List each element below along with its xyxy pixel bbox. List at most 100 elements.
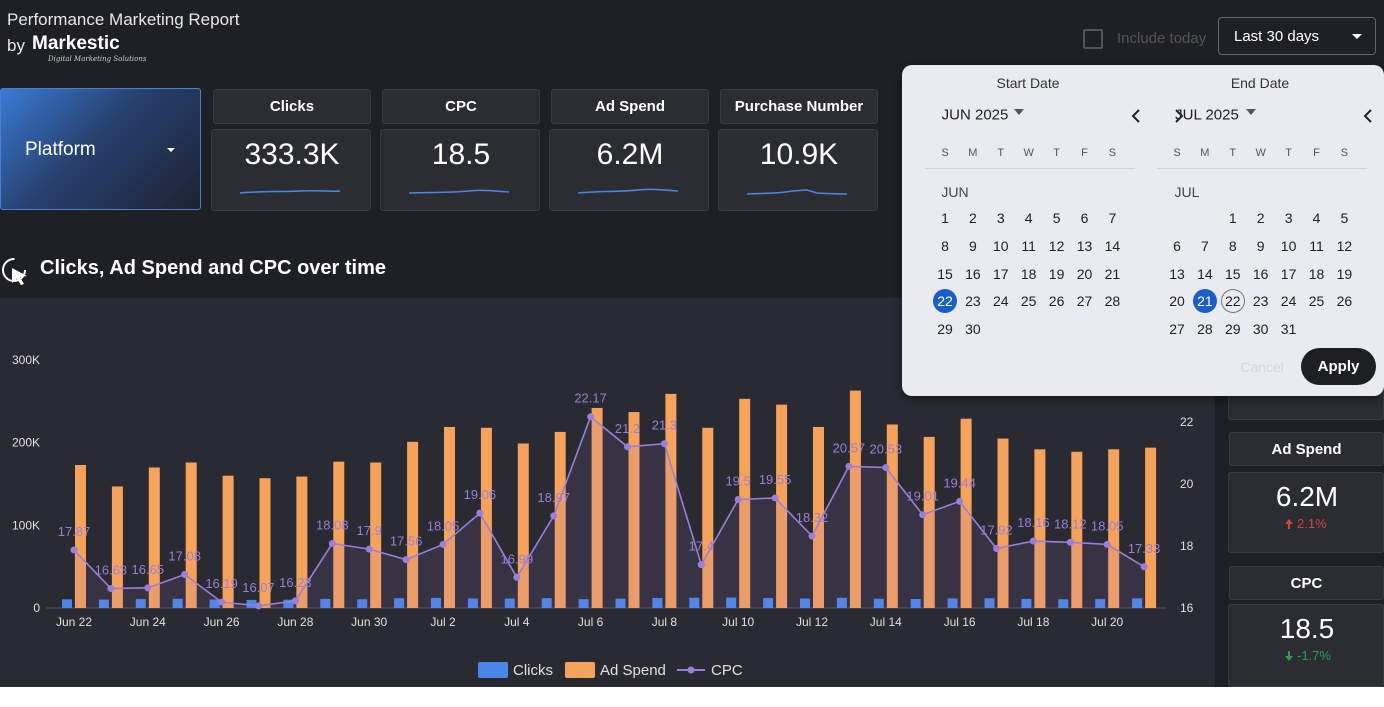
day[interactable]: 17	[1280, 265, 1297, 282]
month-nav[interactable]	[1245, 106, 1384, 126]
day[interactable]: 11	[1021, 237, 1036, 254]
x-tick-label: Jul 12	[796, 615, 828, 629]
day[interactable]: 17	[993, 265, 1009, 282]
day[interactable]: 26	[1048, 293, 1065, 310]
day[interactable]: 20	[1169, 293, 1185, 310]
day[interactable]: 10	[1280, 237, 1297, 254]
x-tick-label: Jun 28	[277, 615, 313, 629]
checkbox[interactable]	[1083, 29, 1103, 49]
cpc-point	[882, 464, 890, 472]
day[interactable]: 12	[1336, 237, 1353, 254]
day[interactable]: 21	[1104, 265, 1121, 282]
day[interactable]: 29	[1225, 321, 1241, 338]
day[interactable]: 15	[937, 265, 953, 282]
day[interactable]: 27	[1076, 293, 1093, 310]
x-tick-label: Jul 20	[1091, 615, 1123, 629]
day[interactable]: 23	[1252, 293, 1269, 310]
day[interactable]: 4	[1312, 210, 1321, 226]
bar	[1021, 598, 1032, 608]
bar	[135, 599, 146, 608]
day[interactable]: 13	[1169, 265, 1185, 282]
day[interactable]: 5	[1052, 210, 1061, 226]
day[interactable]: 21	[1197, 293, 1213, 310]
day[interactable]: 22	[937, 293, 953, 310]
day[interactable]: 18	[1020, 265, 1037, 282]
day[interactable]: 3	[1284, 210, 1293, 226]
day[interactable]: 28	[1104, 293, 1121, 310]
day[interactable]: 19	[1336, 265, 1353, 282]
day[interactable]: 22	[1225, 293, 1241, 310]
day[interactable]: 10	[993, 237, 1009, 254]
apply-button[interactable]: Apply	[1301, 348, 1376, 385]
day[interactable]: 31	[1280, 321, 1297, 338]
day[interactable]: 7	[1200, 237, 1209, 254]
day[interactable]: 8	[1228, 237, 1237, 254]
day[interactable]: 6	[1173, 237, 1181, 254]
month-nav[interactable]	[1013, 106, 1313, 126]
day[interactable]: 28	[1197, 321, 1213, 338]
cpc-point	[476, 509, 484, 517]
day[interactable]: 20	[1076, 265, 1093, 282]
day[interactable]: 8	[941, 237, 949, 254]
day[interactable]: 1	[1228, 210, 1237, 226]
day[interactable]: 27	[1169, 321, 1185, 338]
day[interactable]: 5	[1340, 210, 1349, 226]
day[interactable]: 16	[965, 265, 981, 282]
y-tick-label: 300K	[12, 353, 40, 367]
day[interactable]: 14	[1104, 237, 1121, 254]
day[interactable]: 25	[1020, 293, 1037, 310]
day[interactable]: 6	[1080, 210, 1089, 226]
day[interactable]: 26	[1336, 293, 1353, 310]
day[interactable]: 30	[965, 321, 981, 338]
month-select[interactable]: JUN 2025	[941, 106, 1009, 124]
include-today[interactable]: Include today	[1117, 30, 1207, 47]
data-label: 16.63	[95, 562, 128, 577]
date-range-dropdown[interactable]: Last 30 days	[1218, 17, 1376, 55]
day[interactable]: 11	[1309, 237, 1324, 254]
weekday: F	[1313, 147, 1320, 159]
bar	[984, 598, 995, 608]
bar	[997, 438, 1009, 608]
x-tick-label: Jul 16	[944, 615, 976, 629]
weekday: S	[1340, 147, 1349, 159]
day[interactable]: 13	[1076, 237, 1093, 254]
day[interactable]: 2	[968, 210, 977, 226]
bar	[726, 597, 737, 608]
cpc-point	[1066, 538, 1074, 546]
cancel-button[interactable]: Cancel	[1240, 359, 1284, 375]
y-tick-label: 0	[33, 601, 40, 615]
day[interactable]: 29	[937, 321, 953, 338]
day[interactable]: 16	[1252, 265, 1269, 282]
cpc-point	[402, 556, 410, 564]
bar	[665, 393, 677, 608]
day[interactable]: 14	[1197, 265, 1213, 282]
cpc-point	[845, 462, 853, 470]
month-select[interactable]: JUL 2025	[1175, 106, 1239, 124]
separator	[1157, 168, 1367, 169]
kpi-label: Ad Spend	[595, 98, 665, 115]
day[interactable]: 7	[1108, 210, 1117, 226]
day[interactable]: 9	[968, 237, 977, 254]
day[interactable]: 2	[1256, 210, 1265, 226]
bar	[652, 597, 663, 608]
kpi-value: 18.5	[431, 138, 491, 171]
day[interactable]: 24	[1280, 293, 1297, 310]
day[interactable]: 3	[996, 210, 1005, 226]
day[interactable]: 4	[1024, 210, 1033, 226]
day[interactable]: 23	[965, 293, 981, 310]
weekday: S	[1173, 147, 1181, 159]
bar	[628, 412, 640, 608]
day[interactable]: 9	[1256, 237, 1265, 254]
day[interactable]: 24	[993, 293, 1009, 310]
day[interactable]: 19	[1048, 265, 1065, 282]
bar	[333, 461, 345, 608]
day[interactable]: 12	[1048, 237, 1065, 254]
day[interactable]: 1	[941, 210, 949, 226]
day[interactable]: 30	[1252, 321, 1269, 338]
weekday: W	[1255, 147, 1266, 159]
day[interactable]: 15	[1225, 265, 1241, 282]
day[interactable]: 25	[1308, 293, 1325, 310]
day[interactable]: 18	[1308, 265, 1325, 282]
kpi-value: 10.9K	[759, 138, 839, 171]
platform-filter[interactable]: Platform	[0, 88, 201, 210]
